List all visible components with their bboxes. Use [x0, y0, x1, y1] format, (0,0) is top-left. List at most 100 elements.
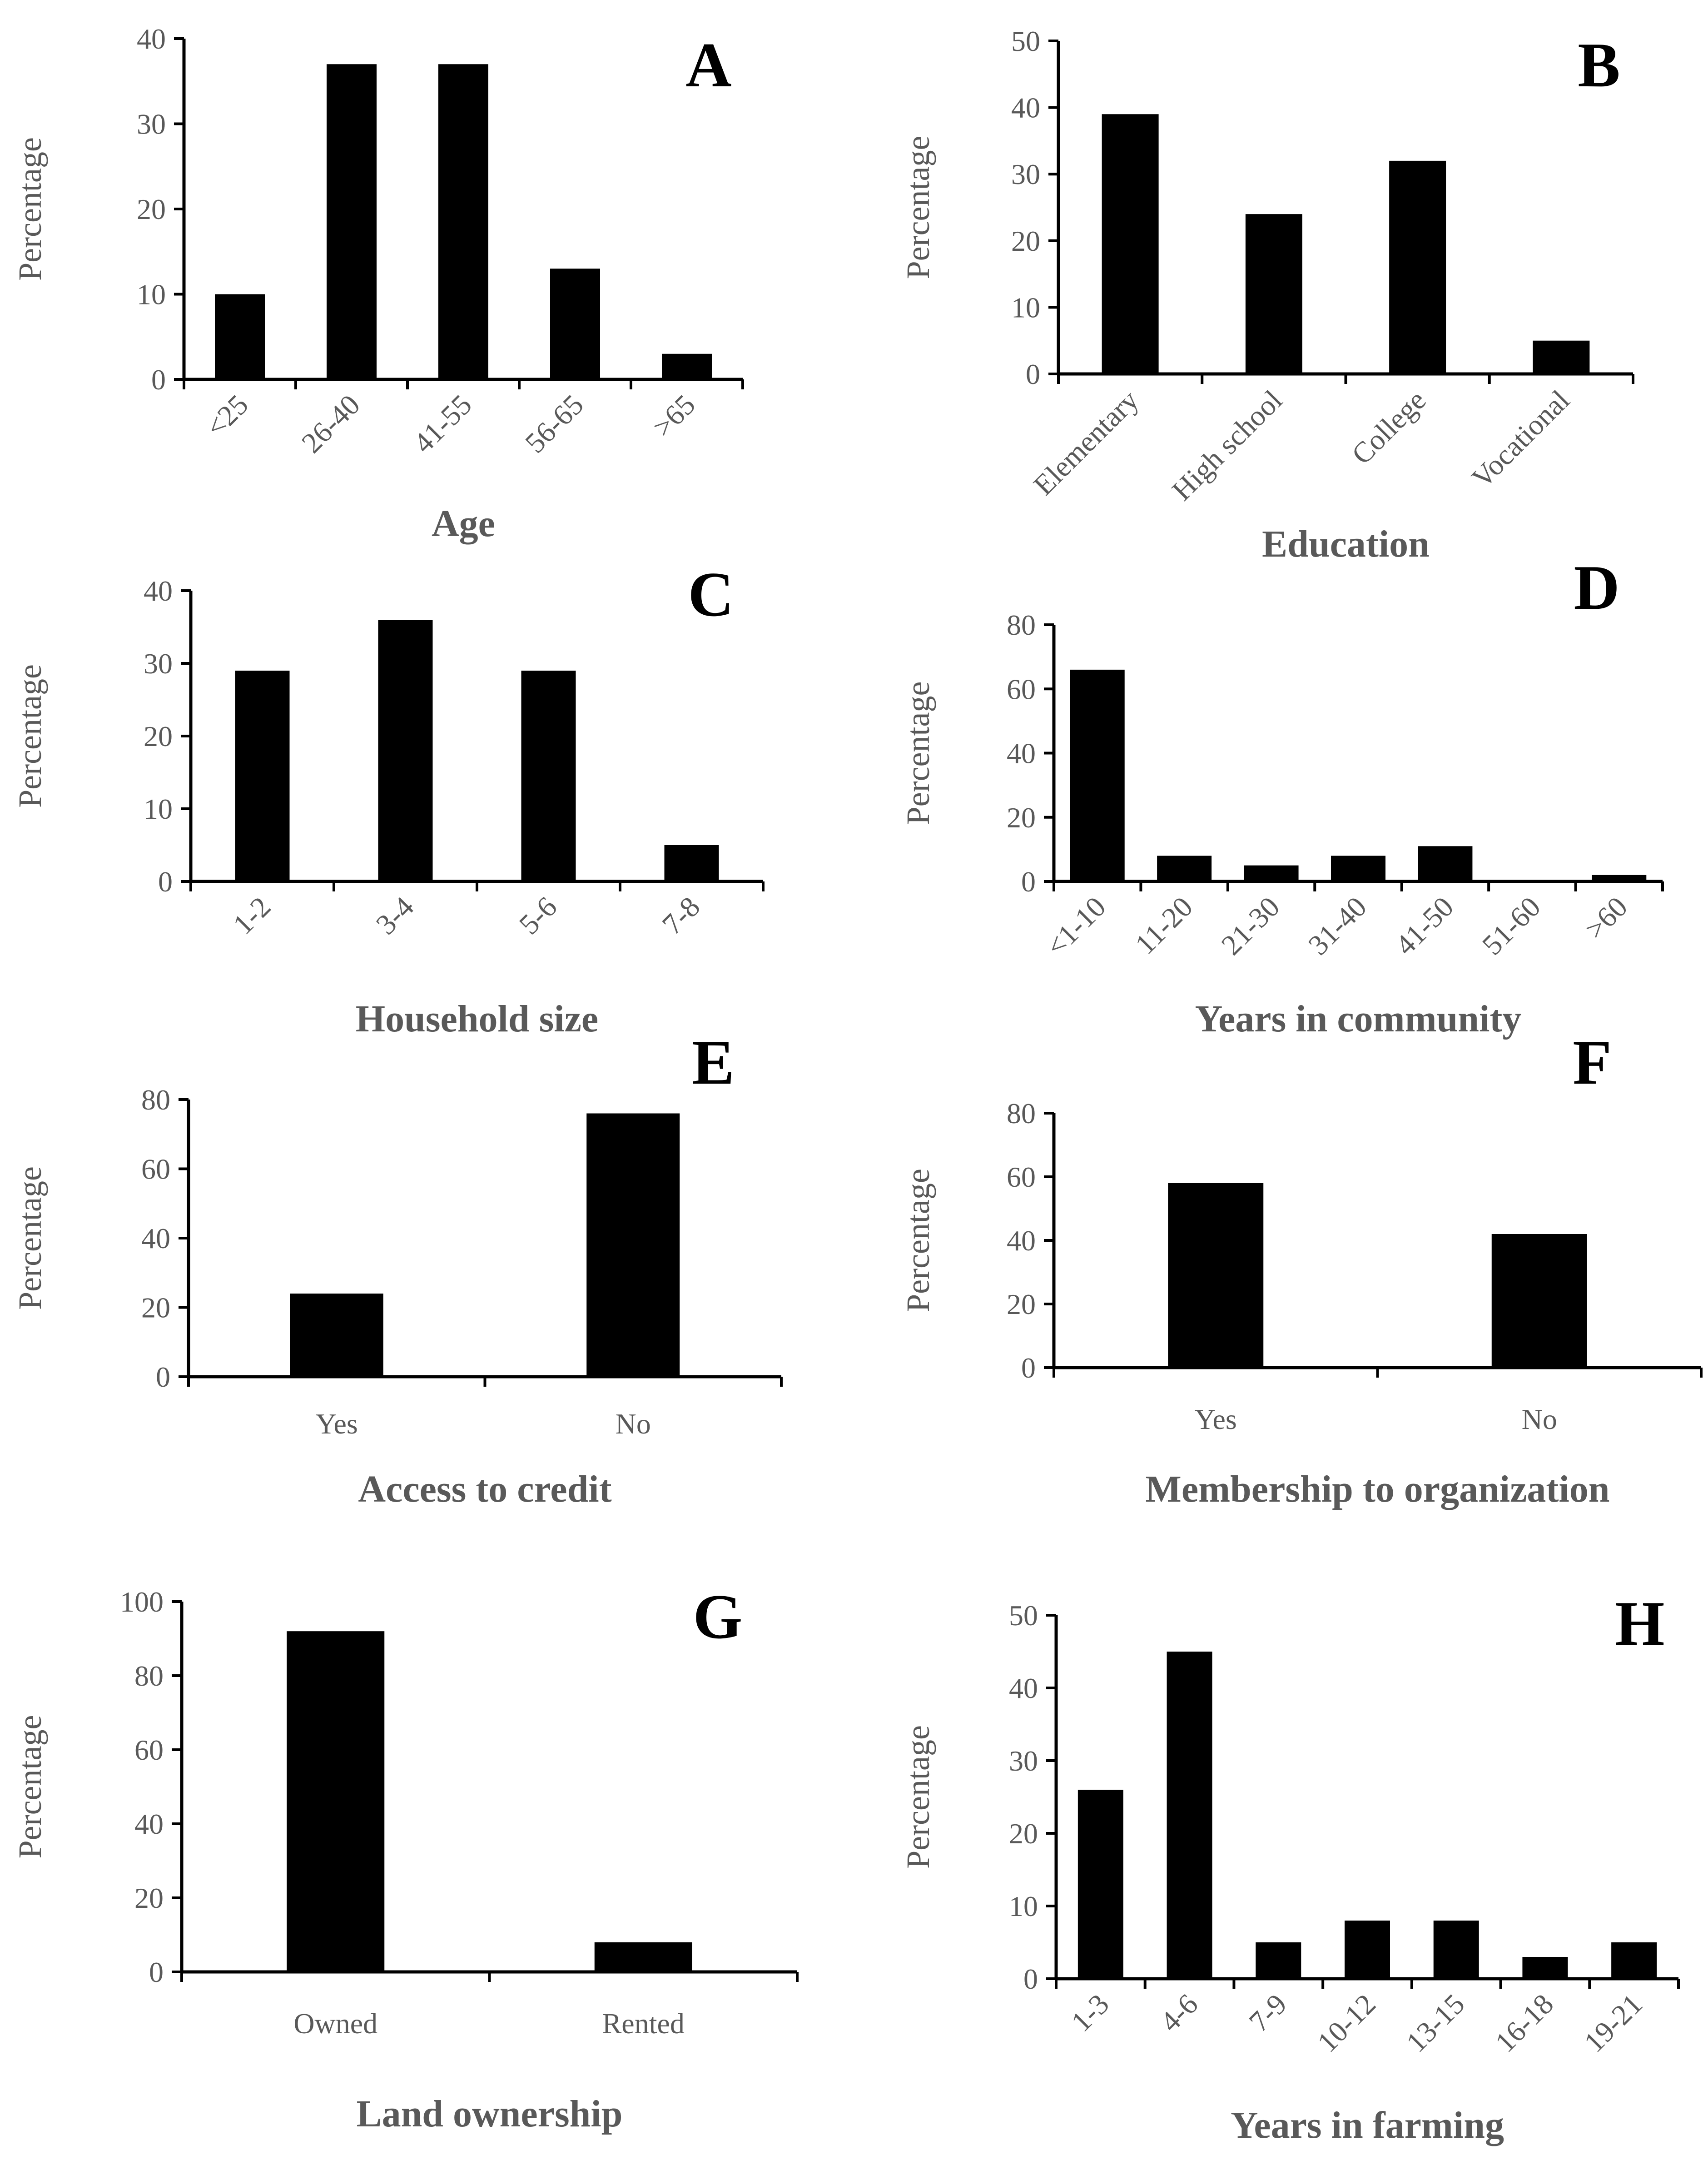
chart-panel-a: 0 10 20 30 40 <25 26-40 41-55 56-65 >65 Percentage… [12, 23, 744, 545]
y-tick-label: 20 [144, 720, 173, 752]
x-tick-label: 11-20 [1129, 891, 1199, 961]
y-tick-label: 0 [151, 363, 166, 396]
y-tick-label: 40 [141, 1222, 170, 1254]
x-axis-title: Membership to organization [1146, 1468, 1610, 1510]
bar-b-0 [1102, 114, 1159, 374]
x-tick-label: High school [1166, 384, 1288, 507]
chart-panel-d: 0 20 40 60 80 <1-10 11-20 21-30 31-40 41-50 51-60 >… [900, 552, 1664, 1040]
x-tick-label: >65 [646, 388, 701, 443]
bar-h-1 [1167, 1652, 1212, 1979]
y-tick-label: 40 [1007, 1224, 1036, 1257]
bar-e-0 [290, 1294, 383, 1377]
x-tick-label: 5-6 [513, 891, 563, 941]
y-tick-label: 40 [137, 23, 166, 55]
panel-letter: B [1578, 30, 1620, 100]
x-tick-label: 1-3 [1065, 1988, 1115, 2038]
y-tick-label: 0 [1026, 358, 1040, 390]
y-tick-label: 80 [1007, 609, 1036, 641]
bar-f-1 [1491, 1234, 1587, 1368]
y-axis-title: Percentage [900, 1725, 936, 1869]
bar-a-2 [438, 64, 488, 379]
panel-letter: D [1574, 552, 1619, 623]
y-tick-label: 40 [1009, 1672, 1038, 1704]
bar-a-1 [327, 64, 377, 379]
bar-d-3 [1331, 856, 1385, 881]
y-tick-label: 0 [1021, 1352, 1036, 1384]
x-tick-label: No [616, 1408, 651, 1440]
x-tick-label: 10-12 [1311, 1988, 1382, 2059]
y-tick-label: 0 [149, 1956, 164, 1988]
x-tick-label: <1-10 [1040, 891, 1112, 963]
bar-e-1 [586, 1113, 680, 1377]
bar-b-2 [1389, 160, 1446, 374]
x-tick-label: 19-21 [1578, 1988, 1648, 2059]
x-tick-label: 31-40 [1302, 891, 1373, 961]
y-axis-title: Percentage [900, 136, 936, 279]
panel-letter: A [685, 30, 731, 100]
y-tick-label: 20 [1009, 1817, 1038, 1850]
x-tick-label: 4-6 [1154, 1988, 1204, 2038]
y-tick-label: 80 [134, 1660, 164, 1692]
y-tick-label: 30 [1009, 1745, 1038, 1777]
chart-panel-e: 0 20 40 60 80 Yes No Percentage Access to credit… [12, 1027, 783, 1510]
x-tick-label: Owned [293, 2007, 377, 2040]
x-tick-label: No [1522, 1403, 1557, 1435]
bar-d-6 [1592, 875, 1647, 881]
x-tick-label: Rented [602, 2007, 685, 2040]
panel-letter: F [1573, 1027, 1612, 1098]
bar-b-3 [1533, 340, 1590, 374]
bar-h-5 [1522, 1957, 1568, 1979]
y-tick-label: 80 [1007, 1097, 1036, 1130]
x-tick-label: 7-8 [656, 891, 706, 941]
bar-f-0 [1168, 1183, 1264, 1368]
bar-c-1 [378, 620, 433, 881]
x-tick-label: 1-2 [227, 891, 277, 941]
y-tick-label: 10 [137, 279, 166, 311]
y-axis-title: Percentage [12, 137, 48, 281]
y-tick-label: 60 [134, 1734, 164, 1766]
y-tick-label: 0 [1023, 1963, 1038, 1995]
x-axis-title: Education [1262, 523, 1430, 565]
y-axis-title: Percentage [12, 1166, 48, 1310]
panel-letter: H [1615, 1588, 1665, 1659]
y-tick-label: 10 [1009, 1890, 1038, 1922]
y-tick-label: 40 [144, 575, 173, 607]
panel-letter: G [693, 1582, 743, 1652]
y-tick-label: 20 [1007, 801, 1036, 834]
panel-letter: E [692, 1027, 734, 1098]
bar-c-0 [235, 671, 290, 881]
chart-panel-g: 0 20 40 60 80 100 Owned Rented Percentage Land ow… [12, 1582, 799, 2135]
bar-g-1 [594, 1942, 692, 1972]
x-tick-label: 51-60 [1476, 891, 1547, 961]
chart-panel-h: 0 10 20 30 40 50 1-3 4-6 7-9 10-12 13-15 16-18 19-21… [900, 1588, 1680, 2146]
y-tick-label: 50 [1009, 1599, 1038, 1632]
chart-panel-f: 0 20 40 60 80 Yes No Percentage Membership to or… [900, 1027, 1703, 1510]
x-tick-label: Elementary [1027, 384, 1145, 502]
y-axis-title: Percentage [12, 1715, 48, 1859]
bar-h-2 [1256, 1942, 1301, 1979]
y-tick-label: 20 [1007, 1288, 1036, 1320]
bar-h-0 [1077, 1790, 1123, 1979]
x-axis-title: Land ownership [357, 2093, 623, 2135]
y-tick-label: 40 [1007, 737, 1036, 770]
bar-b-1 [1245, 214, 1302, 374]
bar-h-3 [1345, 1921, 1390, 1979]
bar-h-4 [1433, 1921, 1479, 1979]
y-tick-label: 10 [144, 793, 173, 825]
y-tick-label: 20 [141, 1292, 170, 1324]
x-tick-label: 7-9 [1243, 1988, 1293, 2038]
x-tick-label: College [1346, 384, 1432, 471]
y-axis-title: Percentage [900, 682, 936, 825]
y-tick-label: 10 [1011, 291, 1040, 324]
bar-c-3 [664, 845, 719, 881]
x-axis-title: Years in farming [1231, 2104, 1504, 2146]
bar-c-2 [521, 671, 576, 881]
bar-a-0 [215, 294, 265, 379]
bar-d-0 [1070, 669, 1125, 881]
x-tick-label: >60 [1579, 891, 1634, 946]
y-tick-label: 50 [1011, 25, 1040, 57]
x-tick-label: 26-40 [295, 388, 366, 459]
y-tick-label: 20 [137, 193, 166, 225]
y-tick-label: 30 [144, 647, 173, 680]
y-axis-title: Percentage [900, 1169, 936, 1312]
